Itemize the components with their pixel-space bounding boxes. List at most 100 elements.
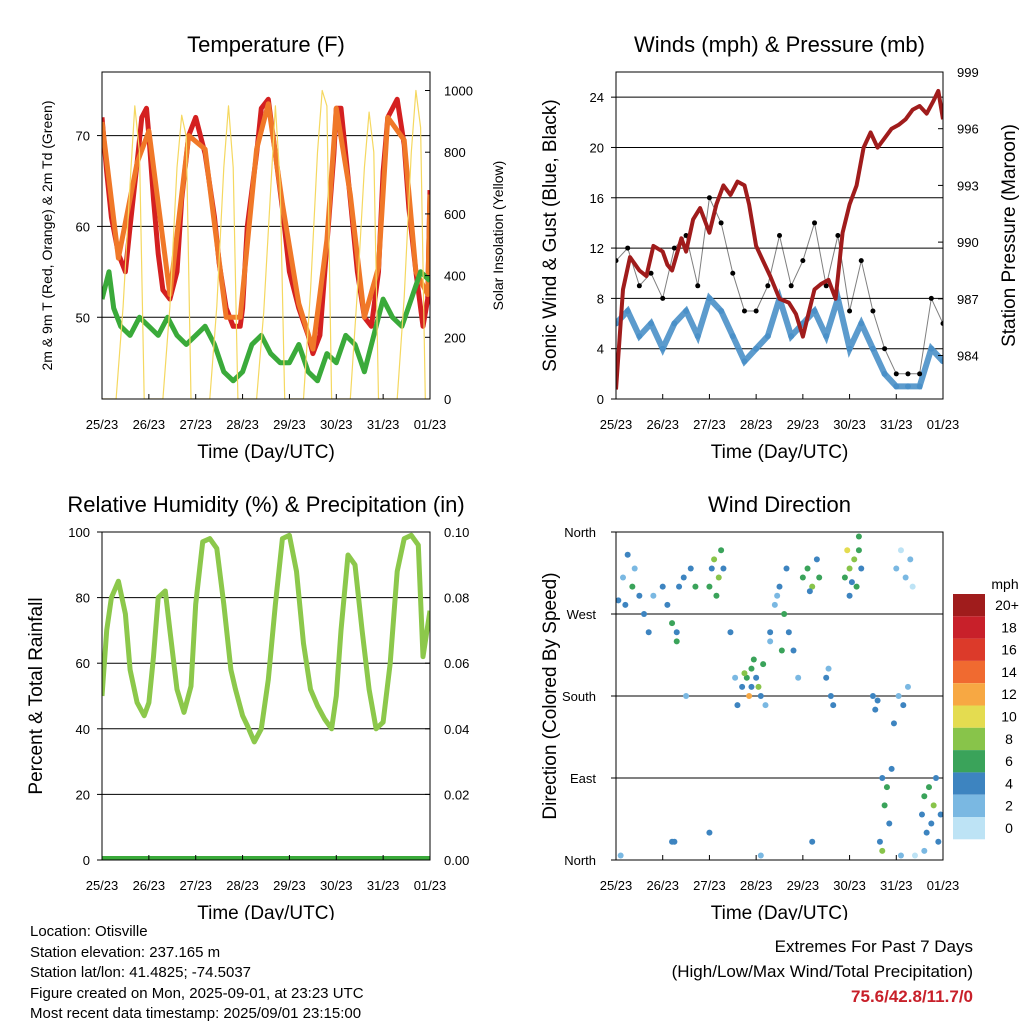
y2-tick-label: 0.06 bbox=[444, 656, 469, 671]
x-tick-label: 26/23 bbox=[646, 417, 679, 432]
direction-point bbox=[881, 802, 888, 809]
x-tick-label: 26/23 bbox=[133, 878, 166, 893]
direction-point bbox=[676, 583, 683, 590]
direction-point bbox=[718, 547, 725, 554]
x-tick-label: 25/23 bbox=[86, 878, 119, 893]
station-latlon: Station lat/lon: 41.4825; -74.5037 bbox=[30, 964, 252, 981]
y-tick-label: North bbox=[564, 853, 596, 868]
colorbar-swatch bbox=[953, 683, 985, 706]
extremes-title: Extremes For Past 7 Days bbox=[774, 937, 973, 956]
chart-title: Winds (mph) & Pressure (mb) bbox=[634, 32, 925, 57]
colorbar-label: 2 bbox=[1005, 798, 1013, 814]
x-tick-label: 01/23 bbox=[927, 417, 960, 432]
x-tick-label: 27/23 bbox=[179, 878, 212, 893]
direction-point bbox=[809, 838, 816, 845]
direction-point bbox=[629, 583, 636, 590]
direction-point bbox=[921, 793, 928, 800]
direction-point bbox=[757, 693, 764, 699]
direction-point bbox=[911, 852, 918, 859]
station-info: Location: Otisville Station elevation: 2… bbox=[30, 922, 364, 1025]
y-tick-label: 60 bbox=[76, 219, 90, 234]
direction-point bbox=[620, 574, 627, 581]
direction-point bbox=[783, 565, 790, 572]
y-tick-label: South bbox=[562, 689, 596, 704]
x-tick-label: 27/23 bbox=[693, 878, 726, 893]
direction-point bbox=[746, 693, 753, 699]
direction-point bbox=[816, 574, 823, 581]
colorbar-label: 6 bbox=[1005, 753, 1013, 769]
chart-title: Wind Direction bbox=[708, 492, 851, 517]
direction-point bbox=[720, 565, 727, 572]
direction-point bbox=[853, 583, 860, 590]
y2-tick-label: 1000 bbox=[444, 84, 473, 99]
y-tick-label: 24 bbox=[590, 90, 604, 105]
chart-humidity: Relative Humidity (%) & Precipitation (i… bbox=[26, 492, 469, 920]
direction-point bbox=[636, 592, 643, 599]
direction-point bbox=[897, 547, 904, 554]
colorbar-swatch bbox=[953, 750, 985, 773]
direction-point bbox=[687, 565, 694, 572]
direction-point bbox=[617, 852, 624, 859]
x-tick-label: 01/23 bbox=[927, 878, 960, 893]
y-tick-label: 4 bbox=[597, 342, 604, 357]
direction-point bbox=[743, 674, 750, 681]
direction-point bbox=[844, 547, 851, 554]
y2-tick-label: 600 bbox=[444, 207, 466, 222]
direction-point bbox=[895, 693, 902, 699]
direction-point bbox=[785, 629, 792, 636]
direction-point bbox=[673, 638, 680, 645]
x-tick-label: 29/23 bbox=[787, 417, 820, 432]
y2-tick-label: 400 bbox=[444, 269, 466, 284]
y-tick-label: East bbox=[570, 771, 596, 786]
x-tick-label: 01/23 bbox=[414, 878, 447, 893]
x-tick-label: 28/23 bbox=[226, 417, 259, 432]
colorbar-label: 18 bbox=[1001, 619, 1017, 635]
direction-point bbox=[631, 565, 638, 572]
direction-point bbox=[855, 533, 862, 540]
direction-point bbox=[711, 556, 718, 563]
y-tick-label: 0 bbox=[597, 392, 604, 407]
x-tick-label: 26/23 bbox=[133, 417, 166, 432]
y2-tick-label: 987 bbox=[957, 292, 979, 307]
data-timestamp: Most recent data timestamp: 2025/09/01 2… bbox=[30, 1005, 362, 1022]
direction-point bbox=[846, 565, 853, 572]
plot-frame bbox=[615, 71, 944, 400]
direction-point bbox=[855, 547, 862, 554]
colorbar-swatch bbox=[953, 727, 985, 751]
direction-point bbox=[893, 565, 900, 572]
direction-point bbox=[900, 702, 907, 709]
y-tick-label: North bbox=[564, 525, 596, 540]
y-tick-label: 70 bbox=[76, 129, 90, 144]
direction-point bbox=[708, 565, 715, 572]
direction-point bbox=[907, 556, 914, 563]
direction-point bbox=[776, 583, 783, 590]
plot-frame bbox=[615, 531, 944, 861]
x-tick-label: 27/23 bbox=[179, 417, 212, 432]
plot-area bbox=[616, 533, 943, 859]
x-axis-label: Time (Day/UTC) bbox=[197, 442, 335, 463]
direction-point bbox=[909, 583, 916, 590]
series-line-solar-insolation bbox=[102, 89, 430, 399]
direction-point bbox=[727, 629, 734, 636]
y-tick-label: 100 bbox=[68, 525, 90, 540]
x-tick-label: 25/23 bbox=[600, 417, 633, 432]
colorbar-swatch bbox=[953, 616, 985, 639]
direction-point bbox=[767, 638, 774, 645]
station-elevation: Station elevation: 237.165 m bbox=[30, 943, 221, 961]
direction-point bbox=[774, 592, 781, 599]
colorbar-swatch bbox=[953, 794, 985, 817]
x-tick-label: 28/23 bbox=[226, 878, 259, 893]
chart-temperature: Temperature (F) 50 60 70 25/23 26/23 27/23 28/2… bbox=[39, 32, 506, 463]
colorbar-swatch bbox=[953, 817, 985, 840]
x-tick-label: 31/23 bbox=[880, 417, 913, 432]
plot-frame bbox=[101, 71, 431, 400]
colorbar-label: 0 bbox=[1005, 820, 1013, 836]
x-tick-label: 25/23 bbox=[86, 417, 119, 432]
direction-point bbox=[923, 829, 930, 836]
y-axis-label: Percent & Total Rainfall bbox=[26, 597, 47, 794]
y-tick-label: 16 bbox=[590, 191, 604, 206]
direction-point bbox=[692, 583, 699, 590]
x-tick-label: 29/23 bbox=[787, 878, 820, 893]
direction-point bbox=[888, 765, 895, 772]
series-line-pressure bbox=[616, 88, 943, 390]
